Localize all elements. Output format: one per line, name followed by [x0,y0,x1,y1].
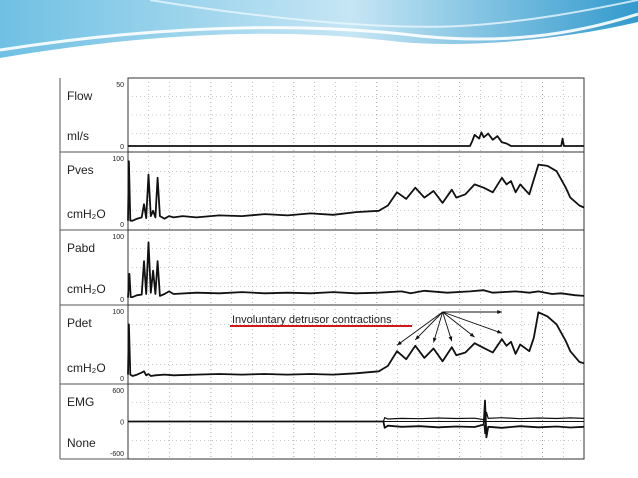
tick-label: 0 [120,420,124,427]
tick-label: 50 [116,82,124,89]
panel-pves: Pves cmH₂O 100 0 [60,151,585,231]
tick-label: 0 [120,144,124,151]
panel-name: Pdet [67,316,92,330]
panel-unit: None [67,436,96,450]
tick-label: 0 [120,297,124,304]
trace-emg-upper [382,411,585,435]
annotation-arrow [442,311,453,342]
tick-label: 0 [120,376,124,383]
annotation-arrow [442,311,475,338]
panels-layer: Flow ml/s 50 0 Pves cmH₂O 100 0 Pabd cmH₂O 100 0 Pde… [59,77,585,460]
slide-banner [0,0,638,58]
annotation-layer: Involuntary detrusor contractions [230,310,503,346]
banner-wave-highlight [0,12,638,52]
panel-name: Flow [67,89,93,103]
annotation-arrowhead [415,335,420,340]
annotation-text: Involuntary detrusor contractions [232,314,392,326]
tick-label: -600 [110,451,124,458]
annotation-arrowhead [497,310,502,314]
banner-wave-accent [149,0,638,28]
panel-name: Pabd [67,241,95,255]
annotation-arrow [396,311,443,346]
annotation-arrow [433,311,444,343]
panel-pabd: Pabd cmH₂O 100 0 [60,229,585,306]
annotation-arrowhead [469,332,475,338]
panel-emg: EMG None 600 0 -600 [60,383,585,460]
trace-pabd [127,241,585,299]
panel-name: EMG [67,395,94,409]
trace-pdet [127,311,585,377]
annotation-arrowhead [496,329,502,334]
trace-pves [127,160,585,222]
panel-flow: Flow ml/s 50 0 [60,77,585,153]
tick-label: 100 [112,156,124,163]
tick-label: 0 [120,222,124,229]
trace-flow [128,131,584,147]
panel-unit: cmH₂O [67,361,106,375]
panel-unit: cmH₂O [67,282,106,296]
panel-name: Pves [67,163,94,177]
annotation-arrow [414,311,443,341]
panel-unit: cmH₂O [67,207,106,221]
annotation-arrowhead [397,340,402,346]
annotation-arrow [442,311,503,334]
panel-unit: ml/s [67,129,89,143]
tick-label: 100 [112,234,124,241]
tick-label: 100 [112,309,124,316]
annotation-arrowhead [448,336,453,342]
annotation-arrowhead [432,337,437,343]
tick-label: 600 [112,388,124,395]
